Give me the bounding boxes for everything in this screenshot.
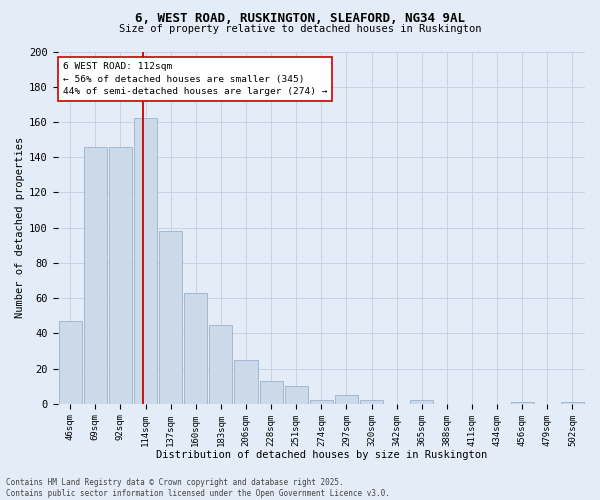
Bar: [410, 400, 433, 404]
Bar: [235, 360, 257, 404]
Bar: [511, 402, 534, 404]
Text: Contains HM Land Registry data © Crown copyright and database right 2025.
Contai: Contains HM Land Registry data © Crown c…: [6, 478, 390, 498]
Bar: [284, 386, 308, 404]
Bar: [209, 324, 232, 404]
Bar: [159, 231, 182, 404]
X-axis label: Distribution of detached houses by size in Ruskington: Distribution of detached houses by size …: [155, 450, 487, 460]
Bar: [260, 381, 283, 404]
Y-axis label: Number of detached properties: Number of detached properties: [15, 137, 25, 318]
Bar: [360, 400, 383, 404]
Bar: [59, 321, 82, 404]
Text: Size of property relative to detached houses in Ruskington: Size of property relative to detached ho…: [119, 24, 481, 34]
Bar: [335, 395, 358, 404]
Text: 6, WEST ROAD, RUSKINGTON, SLEAFORD, NG34 9AL: 6, WEST ROAD, RUSKINGTON, SLEAFORD, NG34…: [135, 12, 465, 26]
Bar: [561, 402, 584, 404]
Bar: [109, 146, 132, 404]
Bar: [310, 400, 333, 404]
Text: 6 WEST ROAD: 112sqm
← 56% of detached houses are smaller (345)
44% of semi-detac: 6 WEST ROAD: 112sqm ← 56% of detached ho…: [63, 62, 328, 96]
Bar: [84, 146, 107, 404]
Bar: [134, 118, 157, 404]
Bar: [184, 293, 208, 404]
